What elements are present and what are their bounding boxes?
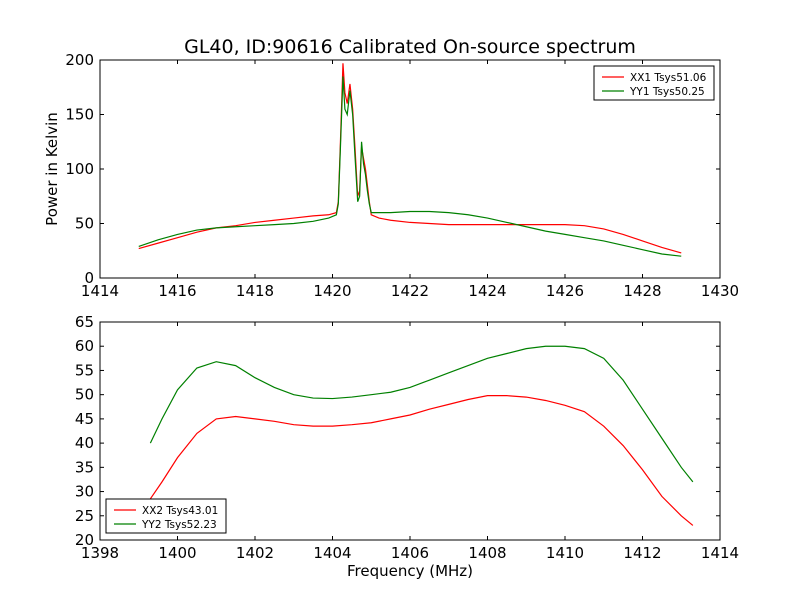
x-tick-label-bottom: 1400 [158,544,196,562]
legend-bottom: XX2 Tsys43.01 YY2 Tsys52.23 [105,498,227,534]
x-tick-label-bottom: 1410 [546,544,584,562]
y-axis-label-top: Power in Kelvin [43,112,61,226]
chart-title: GL40, ID:90616 Calibrated On-source spec… [184,36,636,58]
legend-label-bottom-2: YY2 Tsys52.23 [141,519,217,531]
y-tick-label-bottom: 55 [75,361,94,379]
x-tick-label-bottom: 1398 [81,544,119,562]
y-tick-label-bottom: 30 [75,483,94,501]
series-line-top-2 [138,76,682,257]
y-tick-label-bottom: 60 [75,337,94,355]
x-tick-label-top: 1424 [468,282,506,300]
y-tick-label-bottom: 45 [75,410,94,428]
y-tick-label-bottom: 50 [75,386,94,404]
legend-label-top-2: YY1 Tsys50.25 [629,86,705,98]
x-tick-label-bottom: 1406 [391,544,429,562]
x-tick-label-top: 1426 [546,282,584,300]
x-tick-label-bottom: 1402 [236,544,274,562]
x-tick-label-top: 1420 [313,282,351,300]
x-tick-label-top: 1414 [81,282,119,300]
y-tick-label-top: 150 [65,106,94,124]
x-tick-label-top: 1428 [623,282,661,300]
x-tick-label-bottom: 1404 [313,544,351,562]
y-tick-label-bottom: 65 [75,313,94,331]
x-axis-label-bottom: Frequency (MHz) [347,562,473,580]
x-tick-label-bottom: 1414 [701,544,739,562]
y-tick-label-top: 100 [65,160,94,178]
y-tick-label-bottom: 40 [75,434,94,452]
legend-label-top-1: XX1 Tsys51.06 [630,72,707,84]
plot-top: 1414 1416 1418 1420 1422 1424 1426 1428 1430 0 50 1… [43,51,739,300]
series-line-bottom-1 [149,395,694,526]
y-tick-label-bottom: 35 [75,458,94,476]
y-tick-label-bottom: 25 [75,507,94,525]
series-line-bottom-2 [149,345,694,483]
legend-label-bottom-1: XX2 Tsys43.01 [142,505,218,517]
y-tick-label-top: 200 [65,51,94,69]
y-tick-label-top: 0 [84,269,94,287]
x-tick-label-bottom: 1408 [468,544,506,562]
y-tick-label-top: 50 [75,215,94,233]
x-tick-label-top: 1422 [391,282,429,300]
plot-bottom: 1398 1400 1402 1404 1406 1408 1410 1412 1414 20 25… [75,313,739,580]
x-tick-label-top: 1416 [158,282,196,300]
x-tick-label-top: 1418 [236,282,274,300]
legend-box-bottom [105,498,227,534]
legend-box-top [593,65,715,101]
x-tick-label-top: 1430 [701,282,739,300]
y-tick-label-bottom: 20 [75,531,94,549]
legend-top: XX1 Tsys51.06 YY1 Tsys50.25 [593,65,715,101]
x-tick-label-bottom: 1412 [623,544,661,562]
